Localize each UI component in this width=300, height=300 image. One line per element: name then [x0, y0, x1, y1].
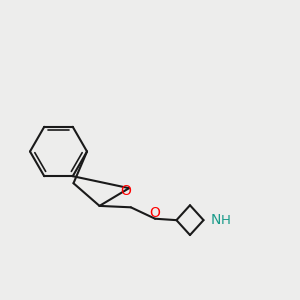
Text: H: H	[221, 214, 231, 226]
Text: N: N	[211, 213, 221, 227]
Text: O: O	[150, 206, 160, 220]
Text: O: O	[120, 184, 131, 198]
